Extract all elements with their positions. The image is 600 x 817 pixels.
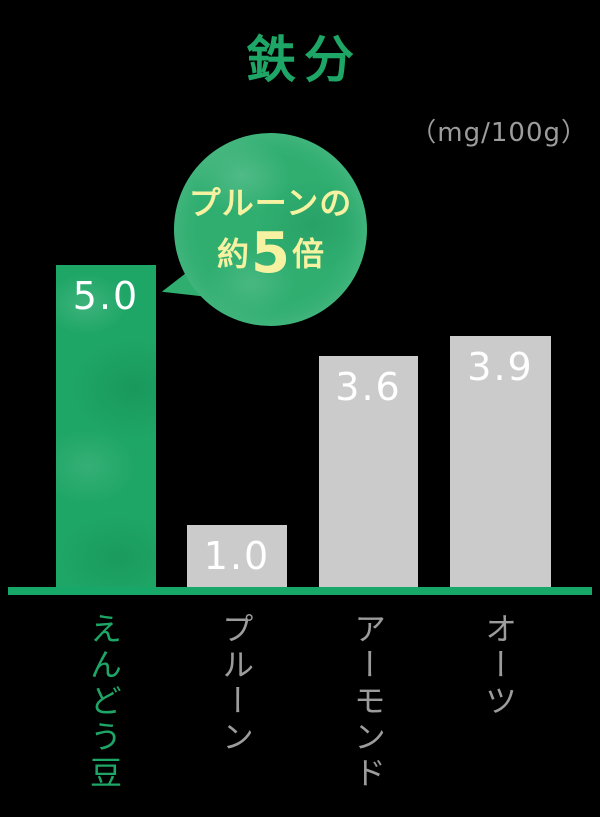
bar-value-endou-mame: 5.0 [72,274,140,318]
bar-value-almond: 3.6 [335,365,402,409]
callout-approx: 約 [217,234,250,273]
bar-value-oats: 3.9 [467,345,534,389]
bar-prune: 1.0 [187,525,287,590]
category-label-prune: プルーン [217,612,255,756]
category-label-almond: アーモンド [349,612,387,792]
callout-bubble: プルーンの 約 5 倍 [174,133,367,326]
callout-times: 倍 [291,234,324,273]
unit-label: （mg/100g） [410,118,588,148]
chart-title: 鉄分 [246,31,362,89]
category-label-oats: オーツ [480,612,518,720]
bar-value-prune: 1.0 [203,534,271,578]
callout-line1: プルーンの [188,184,353,223]
bar-endou-mame: 5.0 [56,265,156,590]
category-label-endou-mame: えんどう豆 [85,612,123,792]
bar-almond: 3.6 [319,356,418,590]
callout-multiplier: 5 [251,220,290,286]
bar-oats: 3.9 [450,336,551,590]
callout-text: プルーンの 約 5 倍 [174,133,367,326]
callout-line2: 約 5 倍 [217,220,324,286]
x-axis-line [8,587,592,595]
